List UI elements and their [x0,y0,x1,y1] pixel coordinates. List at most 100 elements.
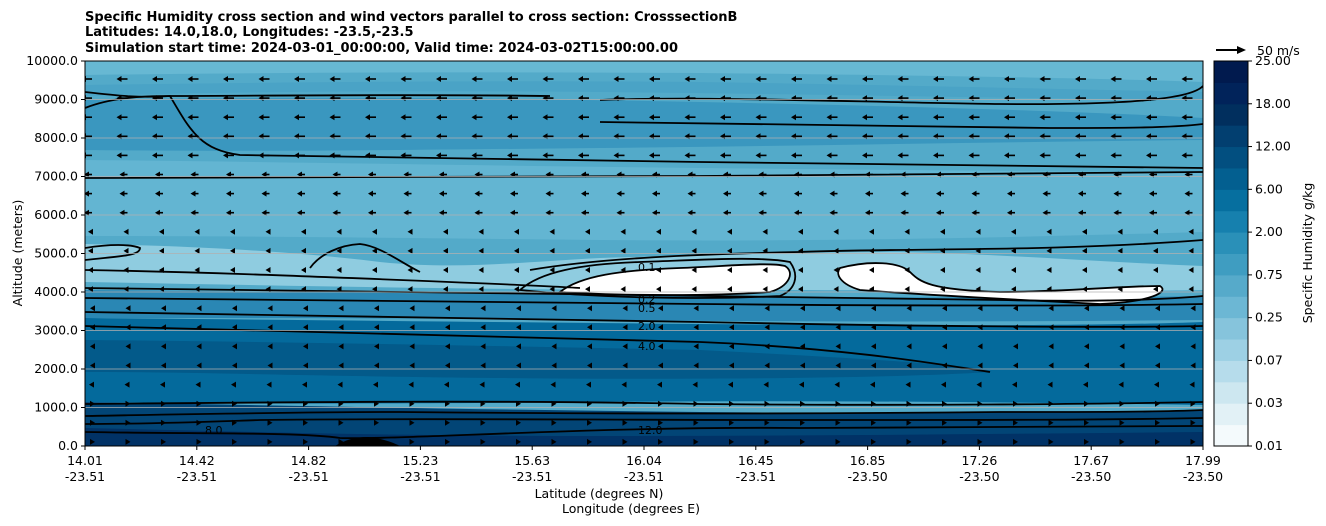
wind-arrow-head [933,76,938,82]
wind-arrow-head [187,76,193,82]
wind-arrow-head [194,267,200,273]
wind-arrow-head [587,438,592,445]
wind-arrow-head [936,190,941,197]
wind-arrow-head [337,381,343,388]
wind-arrow-head [613,114,619,121]
wind-arrow-head [267,343,273,350]
wind-arrow-head [1155,343,1160,350]
wind-arrow-head [439,171,444,178]
wind-arrow-head [507,114,512,121]
wind-arrow-head [409,362,415,369]
wind-arrow-head [620,267,626,273]
wind-arrow-head [471,76,477,82]
wind-arrow-head [232,305,237,312]
wind-arrow-head [119,171,125,178]
colorbar-tick-label: 25.00 [1255,53,1291,68]
wind-arrow-head [196,419,202,426]
wind-arrow-head [303,419,308,426]
wind-arrow-head [125,305,131,312]
wind-arrow-head [691,286,697,293]
wind-arrow-head [374,324,379,331]
wind-arrow-head [550,381,556,388]
wind-arrow-head [338,400,344,407]
wind-arrow-head [516,343,521,350]
wind-arrow-head [729,343,734,350]
x-tick-label-lat: 16.04 [626,453,662,468]
wind-arrow-head [545,209,551,216]
wind-arrow-head [230,267,235,273]
wind-arrow-head [798,286,803,293]
wind-arrow-head [693,419,699,426]
wind-arrow-head [1119,343,1125,350]
wind-arrow-head [658,400,663,407]
wind-arrow-head [303,400,308,407]
humidity-band-9000-dark [85,97,1203,151]
wind-arrow-head [1184,190,1190,197]
wind-arrow-head [729,438,734,445]
wind-arrow-head [1013,458,1018,464]
wind-arrow-head [900,171,906,178]
wind-arrow-head [791,114,796,121]
wind-arrow-head [1149,209,1154,216]
wind-arrow-head [1013,343,1018,350]
wind-arrow-head [1190,324,1196,331]
wind-arrow-head [265,247,271,254]
wind-arrow-head [159,286,164,293]
colorbar-ticks: 25.00 18.00 12.00 6.00 2.00 0.75 0.25 0.07 0.03 0… [1248,53,1291,453]
wind-arrow-head [729,419,734,426]
wind-arrow-head [758,209,764,216]
wind-arrow-head [194,247,200,254]
wind-arrow-head [1119,400,1125,407]
humidity-moist-boundary [85,290,1203,322]
wind-arrow-head [400,152,406,159]
wind-arrow-head [545,171,551,178]
wind-arrow-head [510,209,515,216]
wind-arrow-head [587,343,592,350]
wind-arrow-head [656,286,661,293]
wind-arrow-head [187,114,193,121]
humidity-band-upper-light [85,61,1203,82]
wind-arrow-head [261,171,267,178]
wind-arrow-head [445,458,450,464]
wind-arrow-head [368,190,373,197]
wind-arrow-head [372,267,377,273]
wind-arrow-head [622,362,628,369]
wind-arrow-head [266,381,272,388]
quiver-key-label: 50 m/s [1257,43,1300,58]
contour-label-2.0: 2.0 [638,320,656,333]
wind-arrow-head [481,458,486,464]
wind-arrow-head [232,458,237,464]
wind-arrow-head [800,324,805,331]
wind-arrow-head [800,305,805,312]
wind-arrow-head [338,438,344,445]
wind-arrow-head [258,76,264,82]
contour-line-0.5 [85,297,1203,307]
wind-arrow-head [152,114,157,121]
wind-arrow-head [403,171,409,178]
colorbar-tick-label: 0.01 [1255,438,1283,453]
wind-arrow-head [906,324,912,331]
wind-arrow-head [408,381,414,388]
wind-arrow-head [835,438,841,445]
wind-arrow-head [1039,114,1045,121]
contour-line-0.2-left [85,244,141,261]
wind-arrow-head [445,324,450,331]
wind-arrow-head [616,209,622,216]
x-tick-label-lon: -23.50 [1071,469,1111,484]
wind-arrow-head [800,458,805,464]
wind-arrow-head [975,228,981,235]
wind-arrow-head [755,76,761,82]
wind-arrow-head [516,438,521,445]
wind-arrow-head [800,343,805,350]
humidity-band-mid-light [85,160,1203,241]
wind-arrow-head [374,305,379,312]
wind-arrow-head [975,286,981,293]
wind-arrow-head [85,171,89,178]
wind-arrow-head [1046,228,1052,235]
x-axis-label-latitude: Latitude (degrees N) [535,486,664,501]
wind-arrow-head [1146,76,1151,82]
wind-arrow-head [516,362,521,369]
wind-arrow-head [620,228,626,235]
wind-arrow-head [829,171,835,178]
y-tick-label: 3000.0 [34,323,78,338]
